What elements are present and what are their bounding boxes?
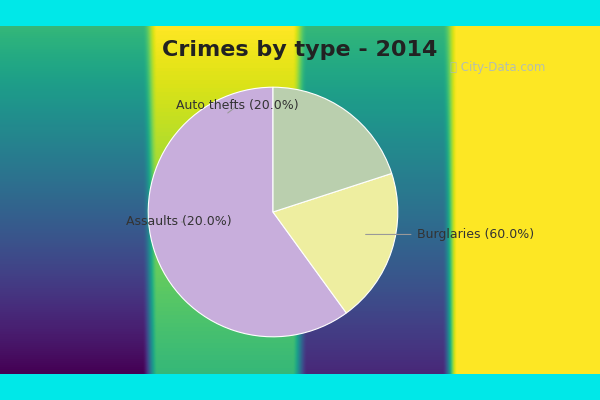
Wedge shape [273,174,398,313]
Wedge shape [148,87,346,337]
Text: ⓘ City-Data.com: ⓘ City-Data.com [451,61,545,74]
Text: Burglaries (60.0%): Burglaries (60.0%) [365,228,533,241]
Text: Crimes by type - 2014: Crimes by type - 2014 [163,40,437,60]
Text: Assaults (20.0%): Assaults (20.0%) [126,216,232,228]
Text: Auto thefts (20.0%): Auto thefts (20.0%) [176,100,298,113]
Wedge shape [273,87,392,212]
